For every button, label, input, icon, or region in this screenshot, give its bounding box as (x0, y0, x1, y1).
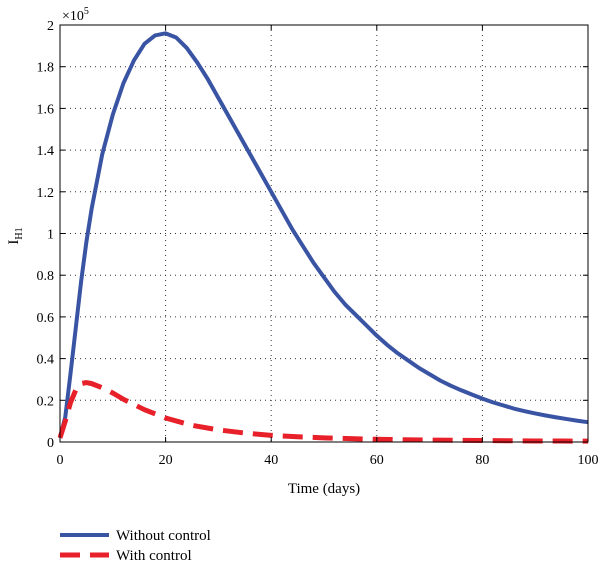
series-line-with-control (57, 380, 589, 444)
x-tick-label: 60 (370, 453, 384, 468)
y-tick-label: 1.4 (37, 144, 55, 159)
y-tick-label: 0.8 (37, 269, 55, 284)
ticks (59, 24, 589, 443)
series-layer (57, 31, 589, 444)
y-tick-label: 0.4 (37, 353, 55, 368)
y-tick-label: 1 (47, 228, 54, 243)
y-tick-label: 1.2 (37, 186, 55, 201)
y-axis-label: IH1 (6, 227, 25, 244)
y-tick-label: 1.8 (37, 61, 55, 76)
x-axis-label: Time (days) (288, 481, 360, 497)
x-tick-label: 80 (475, 453, 489, 468)
y-multiplier: ×105 (62, 6, 89, 24)
legend-label-with-control: With control (116, 548, 192, 564)
x-tick-label: 0 (57, 453, 64, 468)
x-tick-label: 40 (264, 453, 278, 468)
plot-background (60, 25, 588, 442)
y-tick-label: 0.6 (37, 311, 55, 326)
x-tick-label: 20 (159, 453, 173, 468)
y-tick-label: 0.2 (37, 394, 55, 409)
x-tick-label: 100 (578, 453, 599, 468)
y-axis-label-subscript: H1 (14, 227, 25, 239)
y-tick-label: 2 (47, 19, 54, 34)
series-line-without-control (58, 31, 589, 439)
legend: Without control With control (60, 528, 211, 564)
y-tick-label: 0 (47, 436, 54, 451)
tick-labels: 0 20 40 60 80 100 0 0.2 0.4 0.6 0.8 1 1.2 1.4 1.6 1.8 2 (37, 19, 599, 468)
legend-label-without-control: Without control (116, 528, 211, 544)
grid (60, 25, 588, 442)
y-multiplier-exponent: 5 (84, 6, 89, 17)
y-tick-label: 1.6 (37, 102, 55, 117)
